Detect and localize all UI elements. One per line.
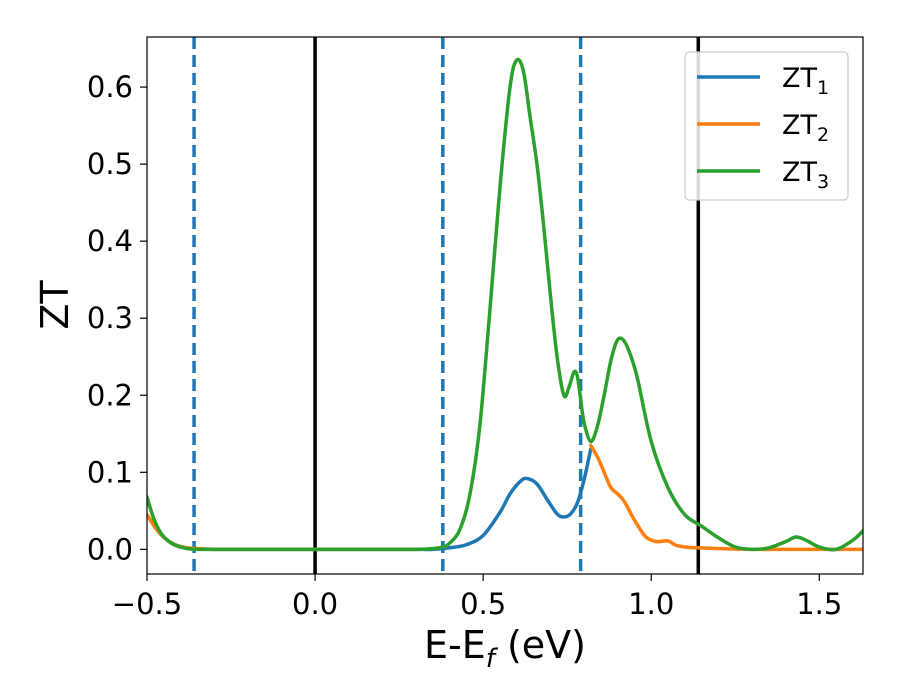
x-tick-label: 1.0 bbox=[628, 587, 674, 621]
y-tick-label: 0.1 bbox=[87, 455, 133, 489]
legend: ZT1 ZT2 ZT3 bbox=[684, 51, 849, 201]
legend-label: ZT1 bbox=[782, 63, 829, 99]
y-tick-label: 0.2 bbox=[87, 378, 133, 412]
legend-label: ZT2 bbox=[782, 110, 829, 146]
y-tick-label: 0.0 bbox=[87, 532, 133, 566]
x-axis-ticks: −0.5 0.0 0.5 1.0 1.5 bbox=[112, 574, 842, 621]
plot-frame bbox=[146, 36, 864, 575]
y-axis-title: ZT bbox=[33, 280, 77, 330]
y-tick-label: 0.6 bbox=[87, 70, 133, 104]
y-tick-label: 0.5 bbox=[87, 147, 133, 181]
y-tick-label: 0.3 bbox=[87, 301, 133, 335]
x-tick-label: 1.5 bbox=[796, 587, 842, 621]
series-lines bbox=[147, 57, 863, 552]
legend-box bbox=[684, 51, 849, 201]
x-tick-label: 0.5 bbox=[460, 587, 506, 621]
x-axis-title: E-Ef (eV) bbox=[424, 623, 586, 674]
legend-label: ZT3 bbox=[782, 157, 829, 193]
y-axis-ticks: 0.0 0.1 0.2 0.3 0.4 0.5 0.6 bbox=[87, 70, 147, 566]
x-axis-title-unit: (eV) bbox=[495, 623, 586, 667]
x-tick-label: 0.0 bbox=[292, 587, 338, 621]
x-tick-label: −0.5 bbox=[112, 587, 182, 621]
series-line-zt3 bbox=[147, 57, 863, 552]
y-tick-label: 0.4 bbox=[87, 224, 133, 258]
